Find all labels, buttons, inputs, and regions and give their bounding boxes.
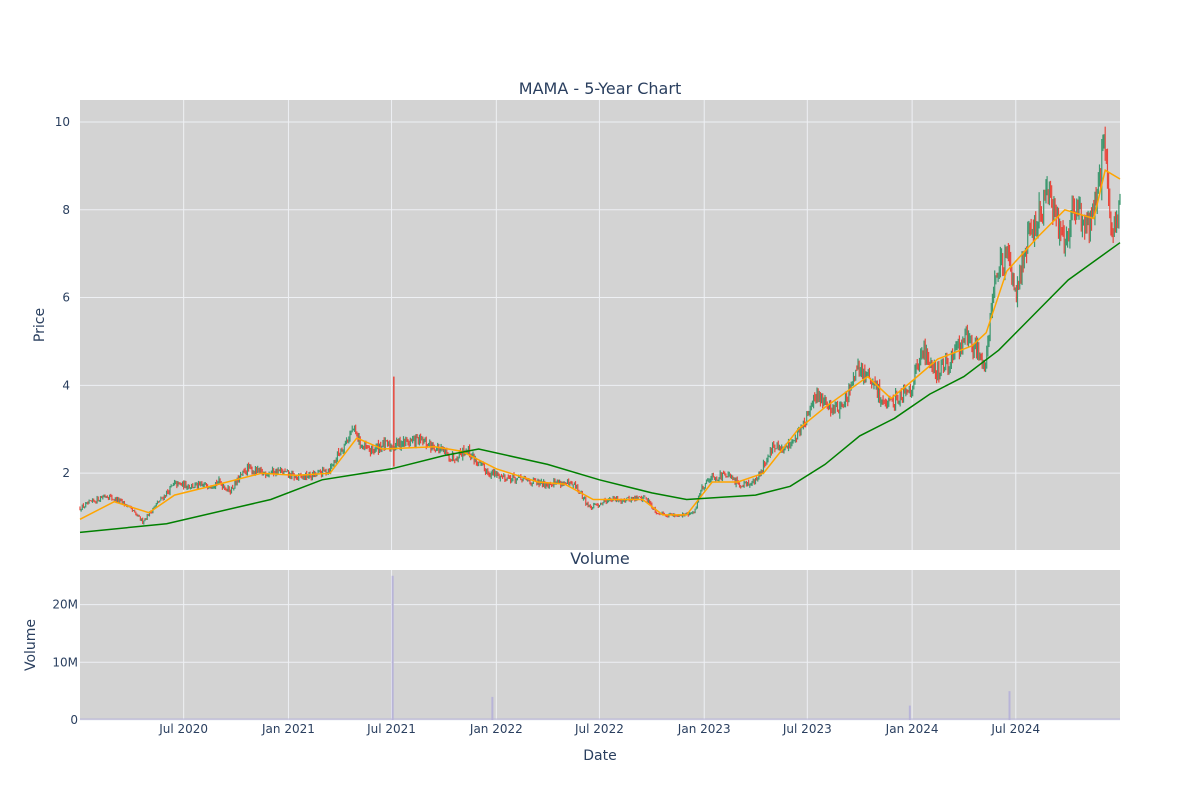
volume-baseline	[80, 718, 1120, 720]
volume-bar	[908, 705, 911, 720]
x-tick-label: Jan 2021	[261, 722, 315, 736]
volume-y-tick-labels: 0 10M 20M	[52, 598, 78, 727]
volume-y-tick-label: 20M	[52, 598, 78, 612]
x-axis-label: Date	[583, 748, 616, 764]
volume-panel: 0 10M 20M Jul 2020 Jan 2021 Jul 2021 Jan 2022…	[23, 549, 1120, 764]
ma-long-line	[79, 242, 1121, 534]
price-y-tick-label: 6	[62, 291, 70, 305]
x-tick-labels: Jul 2020 Jan 2021 Jul 2021 Jan 2022 Jul 2022…	[158, 722, 1040, 736]
ma-short-line	[79, 169, 1121, 520]
x-tick-label: Jul 2024	[990, 722, 1040, 736]
volume-x-grid	[183, 570, 1017, 720]
volume-y-tick-label: 10M	[52, 655, 78, 669]
x-tick-label: Jul 2022	[574, 722, 624, 736]
price-y-tick-label: 10	[55, 115, 70, 129]
x-tick-label: Jan 2024	[885, 722, 939, 736]
volume-plot-area	[80, 570, 1120, 720]
price-panel: 2 4 6 8 10 MAMA - 5-Year Chart Price	[32, 79, 1121, 550]
volume-bar	[391, 575, 394, 720]
volume-bar	[491, 696, 494, 720]
x-tick-label: Jan 2023	[677, 722, 731, 736]
volume-bars	[80, 575, 1120, 720]
volume-y-axis-label: Volume	[23, 619, 39, 671]
price-y-tick-labels: 2 4 6 8 10	[55, 115, 70, 480]
chart-title: MAMA - 5-Year Chart	[519, 79, 681, 98]
volume-title: Volume	[570, 549, 630, 568]
price-y-tick-label: 8	[62, 203, 70, 217]
volume-y-tick-label: 0	[70, 713, 78, 727]
volume-bar	[1008, 691, 1011, 720]
x-tick-label: Jan 2022	[469, 722, 523, 736]
price-y-tick-label: 4	[62, 378, 70, 392]
moving-average-lines	[79, 169, 1121, 534]
x-tick-label: Jul 2023	[782, 722, 832, 736]
x-tick-label: Jul 2020	[158, 722, 208, 736]
price-y-tick-label: 2	[62, 466, 70, 480]
price-y-axis-label: Price	[32, 308, 48, 342]
x-tick-label: Jul 2021	[366, 722, 416, 736]
